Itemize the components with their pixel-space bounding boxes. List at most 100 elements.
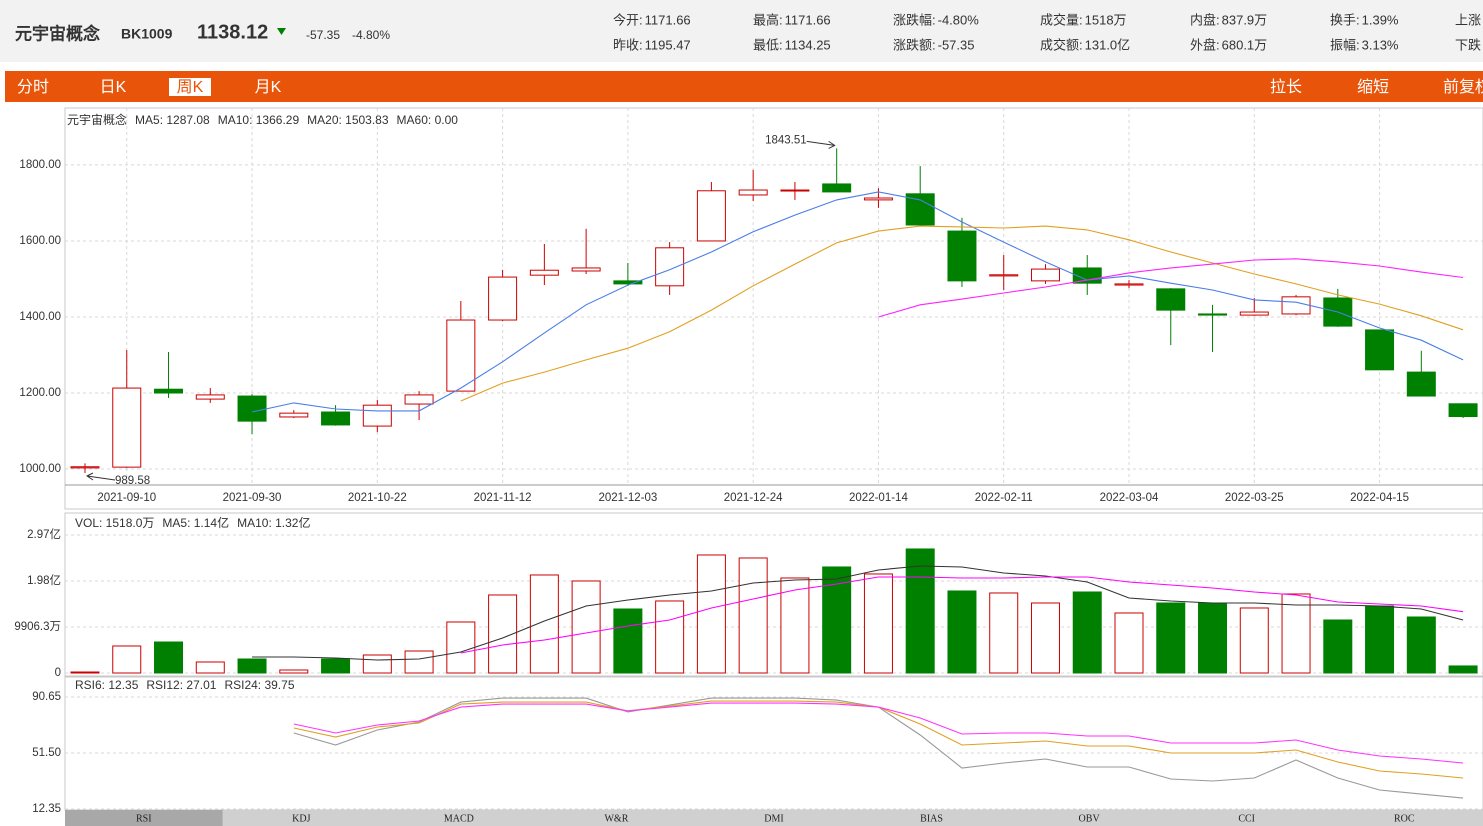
stock-name: 元宇宙概念	[15, 23, 100, 43]
y-tick-label: 1400.00	[19, 311, 61, 323]
stat-label: 上涨	[1455, 12, 1481, 27]
y-tick-label: 51.50	[32, 747, 61, 759]
indicator-tab[interactable]: RSI	[136, 813, 152, 824]
candle-body	[488, 276, 518, 321]
period-tab[interactable]: 分时	[17, 78, 49, 96]
candle-body	[863, 197, 893, 201]
stat-label: 成交额:	[1040, 37, 1083, 52]
annotation-arrow	[806, 140, 836, 149]
legend-title: 元宇宙概念	[67, 112, 127, 127]
period-tab[interactable]: 日K	[100, 79, 127, 96]
candle-body	[1198, 313, 1228, 316]
stat-value: 1195.47	[645, 37, 691, 52]
stat-value: 1171.66	[645, 12, 691, 27]
stat-label: 成交量:	[1040, 12, 1083, 27]
x-tick-label: 2021-09-30	[223, 492, 282, 504]
volume-bar	[529, 574, 559, 674]
volume-bar	[780, 577, 810, 674]
volume-bar	[237, 658, 267, 674]
y-tick-label: 1.98亿	[27, 574, 61, 587]
x-tick-label: 2022-03-25	[1225, 492, 1284, 504]
change-pct: -4.80%	[352, 28, 390, 42]
header-bar	[0, 0, 1483, 62]
volume-bar	[571, 580, 601, 674]
indicator-bar	[65, 810, 1483, 826]
y-tick-label: 1800.00	[19, 159, 61, 171]
y-tick-label: 0	[55, 667, 61, 679]
indicator-tab[interactable]: BIAS	[920, 813, 943, 824]
stock-code: BK1009	[121, 26, 173, 42]
stat-value: 837.9万	[1222, 12, 1268, 27]
volume-bar	[404, 650, 434, 674]
volume-bar	[362, 654, 392, 674]
volume-bar	[154, 641, 184, 674]
indicator-tab[interactable]: W&R	[604, 813, 628, 824]
candle-body	[1365, 329, 1395, 371]
y-tick-label: 1000.00	[19, 463, 61, 475]
volume-bar	[321, 658, 351, 674]
period-tab[interactable]: 月K	[255, 79, 282, 96]
x-tick-label: 2021-10-22	[348, 492, 407, 504]
indicator-tab[interactable]: CCI	[1238, 813, 1255, 824]
candle-body	[195, 394, 225, 400]
x-tick-label: 2022-02-11	[975, 492, 1033, 504]
indicator-tab[interactable]: OBV	[1079, 813, 1101, 824]
stat-value: 1.39%	[1362, 12, 1399, 27]
candle-body	[780, 189, 810, 192]
volume-bar	[112, 645, 142, 674]
x-tick-label: 2022-03-04	[1100, 492, 1159, 504]
volume-bar	[696, 554, 726, 674]
candle-body	[655, 247, 685, 287]
y-tick-label: 90.65	[32, 691, 61, 703]
candle-body	[362, 404, 392, 427]
down-arrow	[277, 28, 286, 35]
candle-body	[1030, 268, 1060, 282]
legend-entry: RSI12: 27.01	[146, 678, 216, 692]
annotation-arrow	[86, 472, 116, 481]
indicator-tab[interactable]: ROC	[1394, 813, 1415, 824]
toolbar-action[interactable]: 缩短	[1357, 78, 1389, 96]
indicator-active	[65, 810, 223, 826]
toolbar-action[interactable]: 前复权	[1443, 78, 1483, 96]
y-tick-label: 1200.00	[19, 387, 61, 399]
volume-bar	[1072, 591, 1102, 674]
candle-body	[237, 395, 267, 422]
period-tab[interactable]: 周K	[177, 79, 204, 96]
candle-body	[1406, 371, 1436, 397]
stat-label: 换手:	[1330, 12, 1360, 27]
volume-panel	[64, 512, 1483, 677]
ma-line	[460, 225, 1464, 402]
volume-bar	[863, 573, 893, 674]
candle-body	[112, 387, 142, 468]
ma-line	[252, 565, 1464, 661]
candle-body	[404, 394, 434, 405]
candle-body	[1239, 311, 1269, 316]
change: -57.35	[306, 28, 340, 42]
toolbar-action[interactable]: 拉长	[1270, 78, 1302, 96]
stat-label: 昨收:	[613, 37, 643, 52]
volume-bar	[1030, 602, 1060, 674]
volume-bar	[905, 548, 935, 674]
volume-bar	[1365, 605, 1395, 674]
volume-bar	[1448, 665, 1478, 674]
indicator-tab[interactable]: DMI	[764, 813, 783, 824]
volume-bar	[1239, 607, 1269, 674]
ma-line	[460, 576, 1464, 654]
indicator-tab[interactable]: KDJ	[292, 813, 310, 824]
x-tick-label: 2021-11-12	[474, 492, 532, 504]
volume-bar	[279, 669, 309, 674]
candle-body	[1448, 403, 1478, 418]
volume-bar	[738, 557, 768, 674]
stat-value: 131.0亿	[1085, 37, 1131, 52]
candle-body	[154, 388, 184, 394]
indicator-tab[interactable]: MACD	[444, 813, 474, 824]
price: 1138.12	[197, 21, 268, 43]
x-tick-label: 2021-12-24	[724, 492, 783, 504]
toolbar	[5, 71, 1483, 102]
volume-bar	[1406, 616, 1436, 674]
candle-body	[321, 411, 351, 426]
ma-line	[293, 702, 1464, 764]
candle-body	[905, 193, 935, 226]
stat-label: 外盘:	[1190, 37, 1220, 52]
x-tick-label: 2022-01-14	[849, 492, 908, 504]
